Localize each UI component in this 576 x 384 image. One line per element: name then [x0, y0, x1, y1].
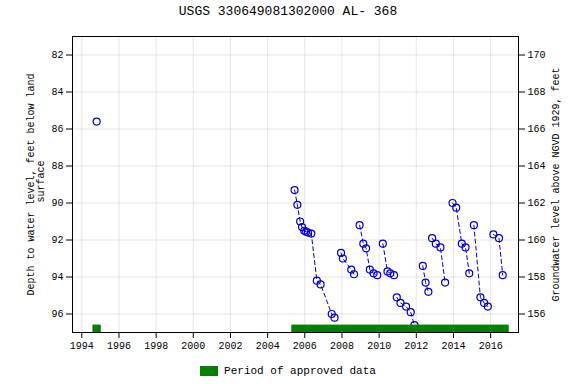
svg-text:158: 158	[528, 272, 546, 283]
svg-text:2000: 2000	[181, 341, 205, 352]
svg-text:94: 94	[51, 272, 63, 283]
svg-text:90: 90	[51, 198, 63, 209]
svg-text:170: 170	[528, 50, 546, 61]
svg-text:2014: 2014	[441, 341, 465, 352]
svg-text:86: 86	[51, 124, 63, 135]
svg-text:156: 156	[528, 309, 546, 320]
svg-text:168: 168	[528, 87, 546, 98]
svg-text:2006: 2006	[293, 341, 317, 352]
svg-text:88: 88	[51, 161, 63, 172]
svg-text:166: 166	[528, 124, 546, 135]
svg-text:2016: 2016	[479, 341, 503, 352]
svg-text:160: 160	[528, 235, 546, 246]
svg-text:96: 96	[51, 309, 63, 320]
svg-text:1994: 1994	[70, 341, 94, 352]
svg-text:162: 162	[528, 198, 546, 209]
svg-text:84: 84	[51, 87, 63, 98]
svg-text:92: 92	[51, 235, 63, 246]
svg-text:2004: 2004	[256, 341, 280, 352]
svg-text:164: 164	[528, 161, 546, 172]
svg-text:1996: 1996	[107, 341, 131, 352]
svg-text:2008: 2008	[330, 341, 354, 352]
svg-text:Groundwater level above NGVD 1: Groundwater level above NGVD 1929, feet	[551, 67, 562, 301]
svg-text:Depth to water level, feet bel: Depth to water level, feet below land su…	[26, 73, 47, 295]
svg-text:1998: 1998	[144, 341, 168, 352]
svg-text:2002: 2002	[218, 341, 242, 352]
svg-text:82: 82	[51, 50, 63, 61]
html-text:Period of approved data: Period of approved data	[224, 365, 376, 377]
svg-text:2012: 2012	[404, 341, 428, 352]
svg-text:2010: 2010	[367, 341, 391, 352]
html-text:USGS 330649081302000 AL- 368: USGS 330649081302000 AL- 368	[178, 4, 398, 19]
